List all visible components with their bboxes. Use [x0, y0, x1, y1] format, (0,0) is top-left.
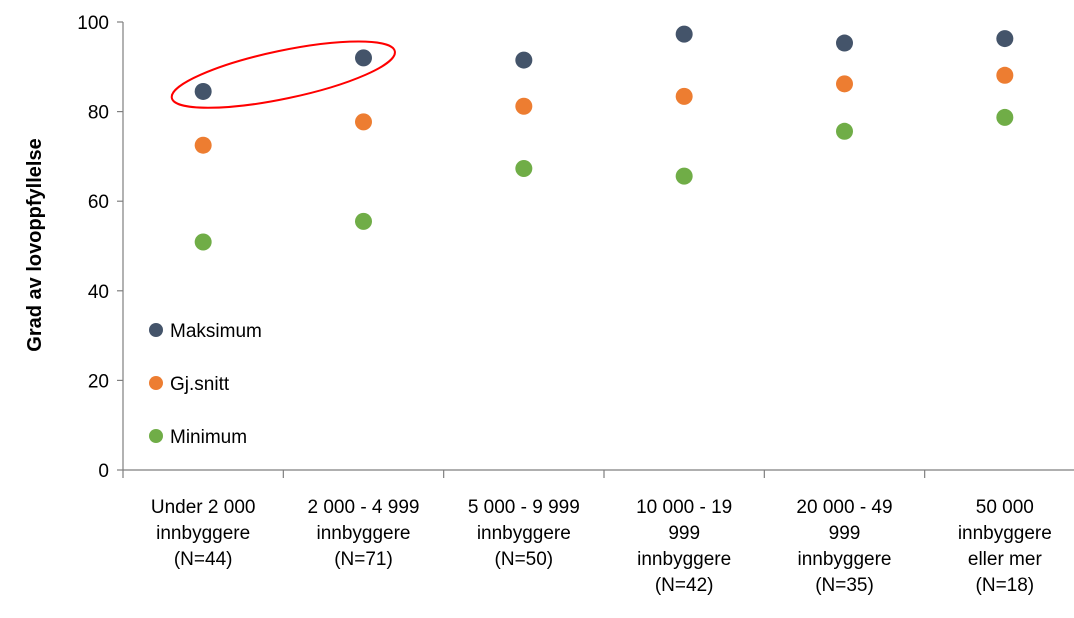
point-minimum: [515, 159, 533, 177]
x-tick-label-line: eller mer: [968, 549, 1043, 570]
y-tick-label: 100: [77, 13, 109, 34]
data-points: [194, 25, 1014, 251]
highlight-ellipse: [170, 40, 396, 109]
x-tick-label: 2 000 - 4 999 innbyggere (N=71): [308, 497, 420, 570]
x-tick-label-line: (N=18): [976, 575, 1035, 596]
x-tick-label-line: (N=44): [174, 549, 233, 570]
legend-marker: [149, 429, 163, 443]
x-tick-label-line: 999: [829, 523, 861, 544]
point-minimum: [836, 122, 853, 140]
y-tick-label: 40: [88, 282, 109, 303]
point-minimum: [194, 233, 212, 251]
x-tick-label: Under 2 000 innbyggere (N=44): [151, 497, 256, 570]
point-maksimum: [675, 25, 693, 43]
x-tick-label: 50 000 innbyggere eller mer (N=18): [958, 497, 1052, 596]
y-axis-label: Grad av lovoppfyllelse: [24, 138, 46, 351]
x-tick-label-line: 10 000 - 19: [636, 497, 732, 518]
x-tick-label: 10 000 - 19 999 innbyggere (N=42): [636, 497, 732, 596]
x-tick-label-line: 50 000: [976, 497, 1034, 518]
point-gj-snitt: [194, 136, 212, 154]
x-tick-label-line: innbyggere: [958, 523, 1052, 544]
y-axis-ticks: 0 20 40 60 80 100: [77, 13, 123, 482]
x-tick-label: 20 000 - 49 999 innbyggere (N=35): [796, 497, 892, 596]
x-tick-label-line: 20 000 - 49: [796, 497, 892, 518]
x-tick-label-line: 999: [668, 523, 700, 544]
point-gj-snitt: [675, 87, 693, 105]
point-gj-snitt: [836, 75, 853, 93]
legend-marker: [149, 323, 163, 337]
y-tick-label: 80: [88, 103, 109, 124]
legend-label: Minimum: [170, 427, 247, 448]
x-tick-label-line: innbyggere: [156, 523, 250, 544]
x-tick-label-line: (N=50): [495, 549, 554, 570]
x-tick-label-line: (N=42): [655, 575, 714, 596]
y-tick-label: 20: [88, 371, 109, 392]
legend: Maksimum Gj.snitt Minimum: [149, 321, 262, 448]
y-tick-label: 60: [88, 192, 109, 213]
x-tick-label: 5 000 - 9 999 innbyggere (N=50): [468, 497, 580, 570]
point-maksimum: [515, 51, 533, 69]
x-tick-label-line: (N=71): [334, 549, 393, 570]
point-minimum: [675, 167, 693, 185]
legend-label: Maksimum: [170, 321, 262, 342]
x-tick-label-line: innbyggere: [637, 549, 731, 570]
point-gj-snitt: [515, 97, 533, 115]
legend-label: Gj.snitt: [170, 374, 230, 395]
point-maksimum: [355, 49, 372, 67]
x-tick-label-line: innbyggere: [797, 549, 891, 570]
point-maksimum: [836, 34, 853, 52]
x-tick-label-line: (N=35): [815, 575, 874, 596]
point-minimum: [996, 108, 1014, 126]
point-gj-snitt: [355, 113, 372, 131]
point-maksimum: [996, 30, 1014, 48]
point-gj-snitt: [996, 66, 1014, 84]
annotation: [170, 40, 396, 109]
point-maksimum: [194, 82, 212, 100]
x-tick-label-line: innbyggere: [477, 523, 571, 544]
point-minimum: [355, 212, 372, 230]
x-axis-ticks: Under 2 000 innbyggere (N=44) 2 000 - 4 999…: [122, 470, 1052, 596]
x-tick-label-line: 2 000 - 4 999: [308, 497, 420, 518]
y-tick-label: 0: [98, 461, 109, 482]
x-tick-label-line: 5 000 - 9 999: [468, 497, 580, 518]
legend-marker: [149, 376, 163, 390]
axes: [122, 22, 1074, 471]
x-tick-label-line: innbyggere: [316, 523, 410, 544]
x-tick-label-line: Under 2 000: [151, 497, 256, 518]
